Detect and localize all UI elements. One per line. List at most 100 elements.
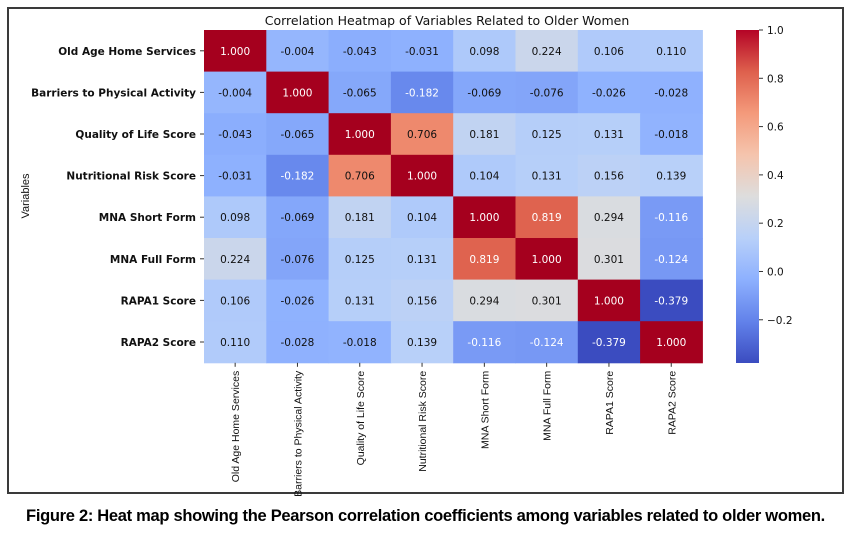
heatmap-cell [328, 196, 392, 239]
cell-value-label: 0.098 [469, 46, 499, 58]
colorbar-tick-label: 0.6 [767, 122, 784, 134]
heatmap-cell [204, 113, 267, 156]
cell-value-label: -0.182 [281, 171, 315, 183]
y-tick-label: Barriers to Physical Activity [31, 87, 196, 99]
cell-value-label: 1.000 [282, 87, 312, 99]
cell-value-label: 0.106 [594, 46, 624, 58]
cell-value-label: 0.224 [532, 46, 562, 58]
heatmap-cell [390, 154, 454, 197]
cell-value-label: -0.004 [218, 87, 252, 99]
heatmap-cell [266, 238, 330, 281]
cell-value-label: -0.004 [281, 46, 315, 58]
cell-value-label: -0.124 [530, 337, 564, 349]
cell-value-label: 0.139 [407, 337, 437, 349]
cell-value-label: 1.000 [656, 337, 686, 349]
cell-value-label: 0.294 [594, 212, 624, 224]
heatmap-cell [328, 279, 392, 322]
cell-value-label: -0.028 [281, 337, 315, 349]
heatmap-cell [577, 238, 641, 281]
y-tick-label: Quality of Life Score [75, 129, 196, 141]
heatmap-cell [577, 279, 641, 322]
colorbar [736, 30, 759, 363]
cell-value-label: -0.116 [654, 212, 688, 224]
cell-value-label: -0.031 [218, 171, 252, 183]
cell-value-label: 0.301 [594, 254, 624, 266]
heatmap-cell [515, 238, 579, 281]
y-tick-label: RAPA2 Score [121, 337, 196, 349]
heatmap-cell [515, 196, 579, 239]
cell-value-label: -0.065 [343, 87, 377, 99]
heatmap-cell [266, 196, 330, 239]
cell-value-label: -0.026 [281, 295, 315, 307]
heatmap-cell [390, 30, 454, 73]
heatmap-cell [453, 30, 516, 73]
x-tick-label: RAPA2 Score [666, 371, 678, 435]
x-tick-label: Old Age Home Services [230, 371, 242, 482]
heatmap-cell [515, 321, 579, 364]
cell-value-label: 0.706 [407, 129, 437, 141]
cell-value-label: -0.076 [530, 87, 564, 99]
heatmap-cell [453, 113, 516, 156]
x-tick-label: RAPA1 Score [604, 371, 616, 435]
heatmap-cell [204, 321, 267, 364]
heatmap-cell [640, 279, 703, 322]
heatmap-cell [577, 154, 641, 197]
heatmap-cell [266, 154, 330, 197]
colorbar-tick-label: 0.8 [767, 73, 784, 85]
heatmap-cell [390, 279, 454, 322]
colorbar-tick-label: 0.4 [767, 170, 784, 182]
heatmap-cell [328, 30, 392, 73]
cell-value-label: -0.018 [343, 337, 377, 349]
heatmap-cell [266, 71, 330, 114]
x-tick-label: Nutritional Risk Score [417, 371, 429, 472]
y-tick-label: MNA Full Form [110, 254, 196, 266]
cell-value-label: 0.104 [407, 212, 437, 224]
cell-value-label: 0.181 [345, 212, 375, 224]
heatmap-cell [577, 321, 641, 364]
cell-value-label: 0.110 [656, 46, 686, 58]
cell-value-label: 0.301 [532, 295, 562, 307]
cell-value-label: -0.116 [467, 337, 501, 349]
cell-value-label: -0.043 [218, 129, 252, 141]
figure-caption: Figure 2: Heat map showing the Pearson c… [26, 507, 825, 525]
heatmap-cell [640, 154, 703, 197]
cell-value-label: -0.076 [281, 254, 315, 266]
y-axis-label: Variables [20, 173, 32, 219]
cell-value-label: 0.098 [220, 212, 250, 224]
cell-value-label: -0.031 [405, 46, 439, 58]
cell-value-label: -0.028 [654, 87, 688, 99]
cell-value-label: -0.182 [405, 87, 439, 99]
heatmap-cell [204, 238, 267, 281]
heatmap-cell [515, 30, 579, 73]
cell-value-label: 0.706 [345, 171, 375, 183]
cell-value-label: 0.131 [532, 171, 562, 183]
cell-value-label: 0.104 [469, 171, 499, 183]
cell-value-label: -0.069 [467, 87, 501, 99]
cell-value-label: 0.819 [469, 254, 499, 266]
heatmap-cell [328, 321, 392, 364]
cell-value-label: 1.000 [345, 129, 375, 141]
heatmap-cell [204, 196, 267, 239]
heatmap-cell [515, 71, 579, 114]
y-axis-ticks: Old Age Home Services Barriers to Physica… [31, 46, 204, 349]
cell-value-label: 0.181 [469, 129, 499, 141]
cell-value-label: 0.131 [345, 295, 375, 307]
heatmap-cell [515, 154, 579, 197]
heatmap-cell [328, 113, 392, 156]
colorbar-tick-label: 0.0 [767, 266, 784, 278]
heatmap-cell [204, 279, 267, 322]
cell-value-label: 0.131 [594, 129, 624, 141]
heatmap-cell [328, 154, 392, 197]
cell-value-label: 1.000 [594, 295, 624, 307]
heatmap-cell [640, 196, 703, 239]
x-axis-ticks: Old Age Home Services Barriers to Physica… [230, 362, 678, 497]
heatmap-cell [453, 154, 516, 197]
cell-value-label: 1.000 [469, 212, 499, 224]
heatmap-cell [204, 30, 267, 73]
cell-value-label: 1.000 [407, 171, 437, 183]
heatmap-cell [266, 30, 330, 73]
heatmap-cell [204, 71, 267, 114]
y-tick-label: Nutritional Risk Score [66, 171, 196, 183]
heatmap-cell [453, 321, 516, 364]
x-tick-label: Quality of Life Score [355, 371, 367, 466]
